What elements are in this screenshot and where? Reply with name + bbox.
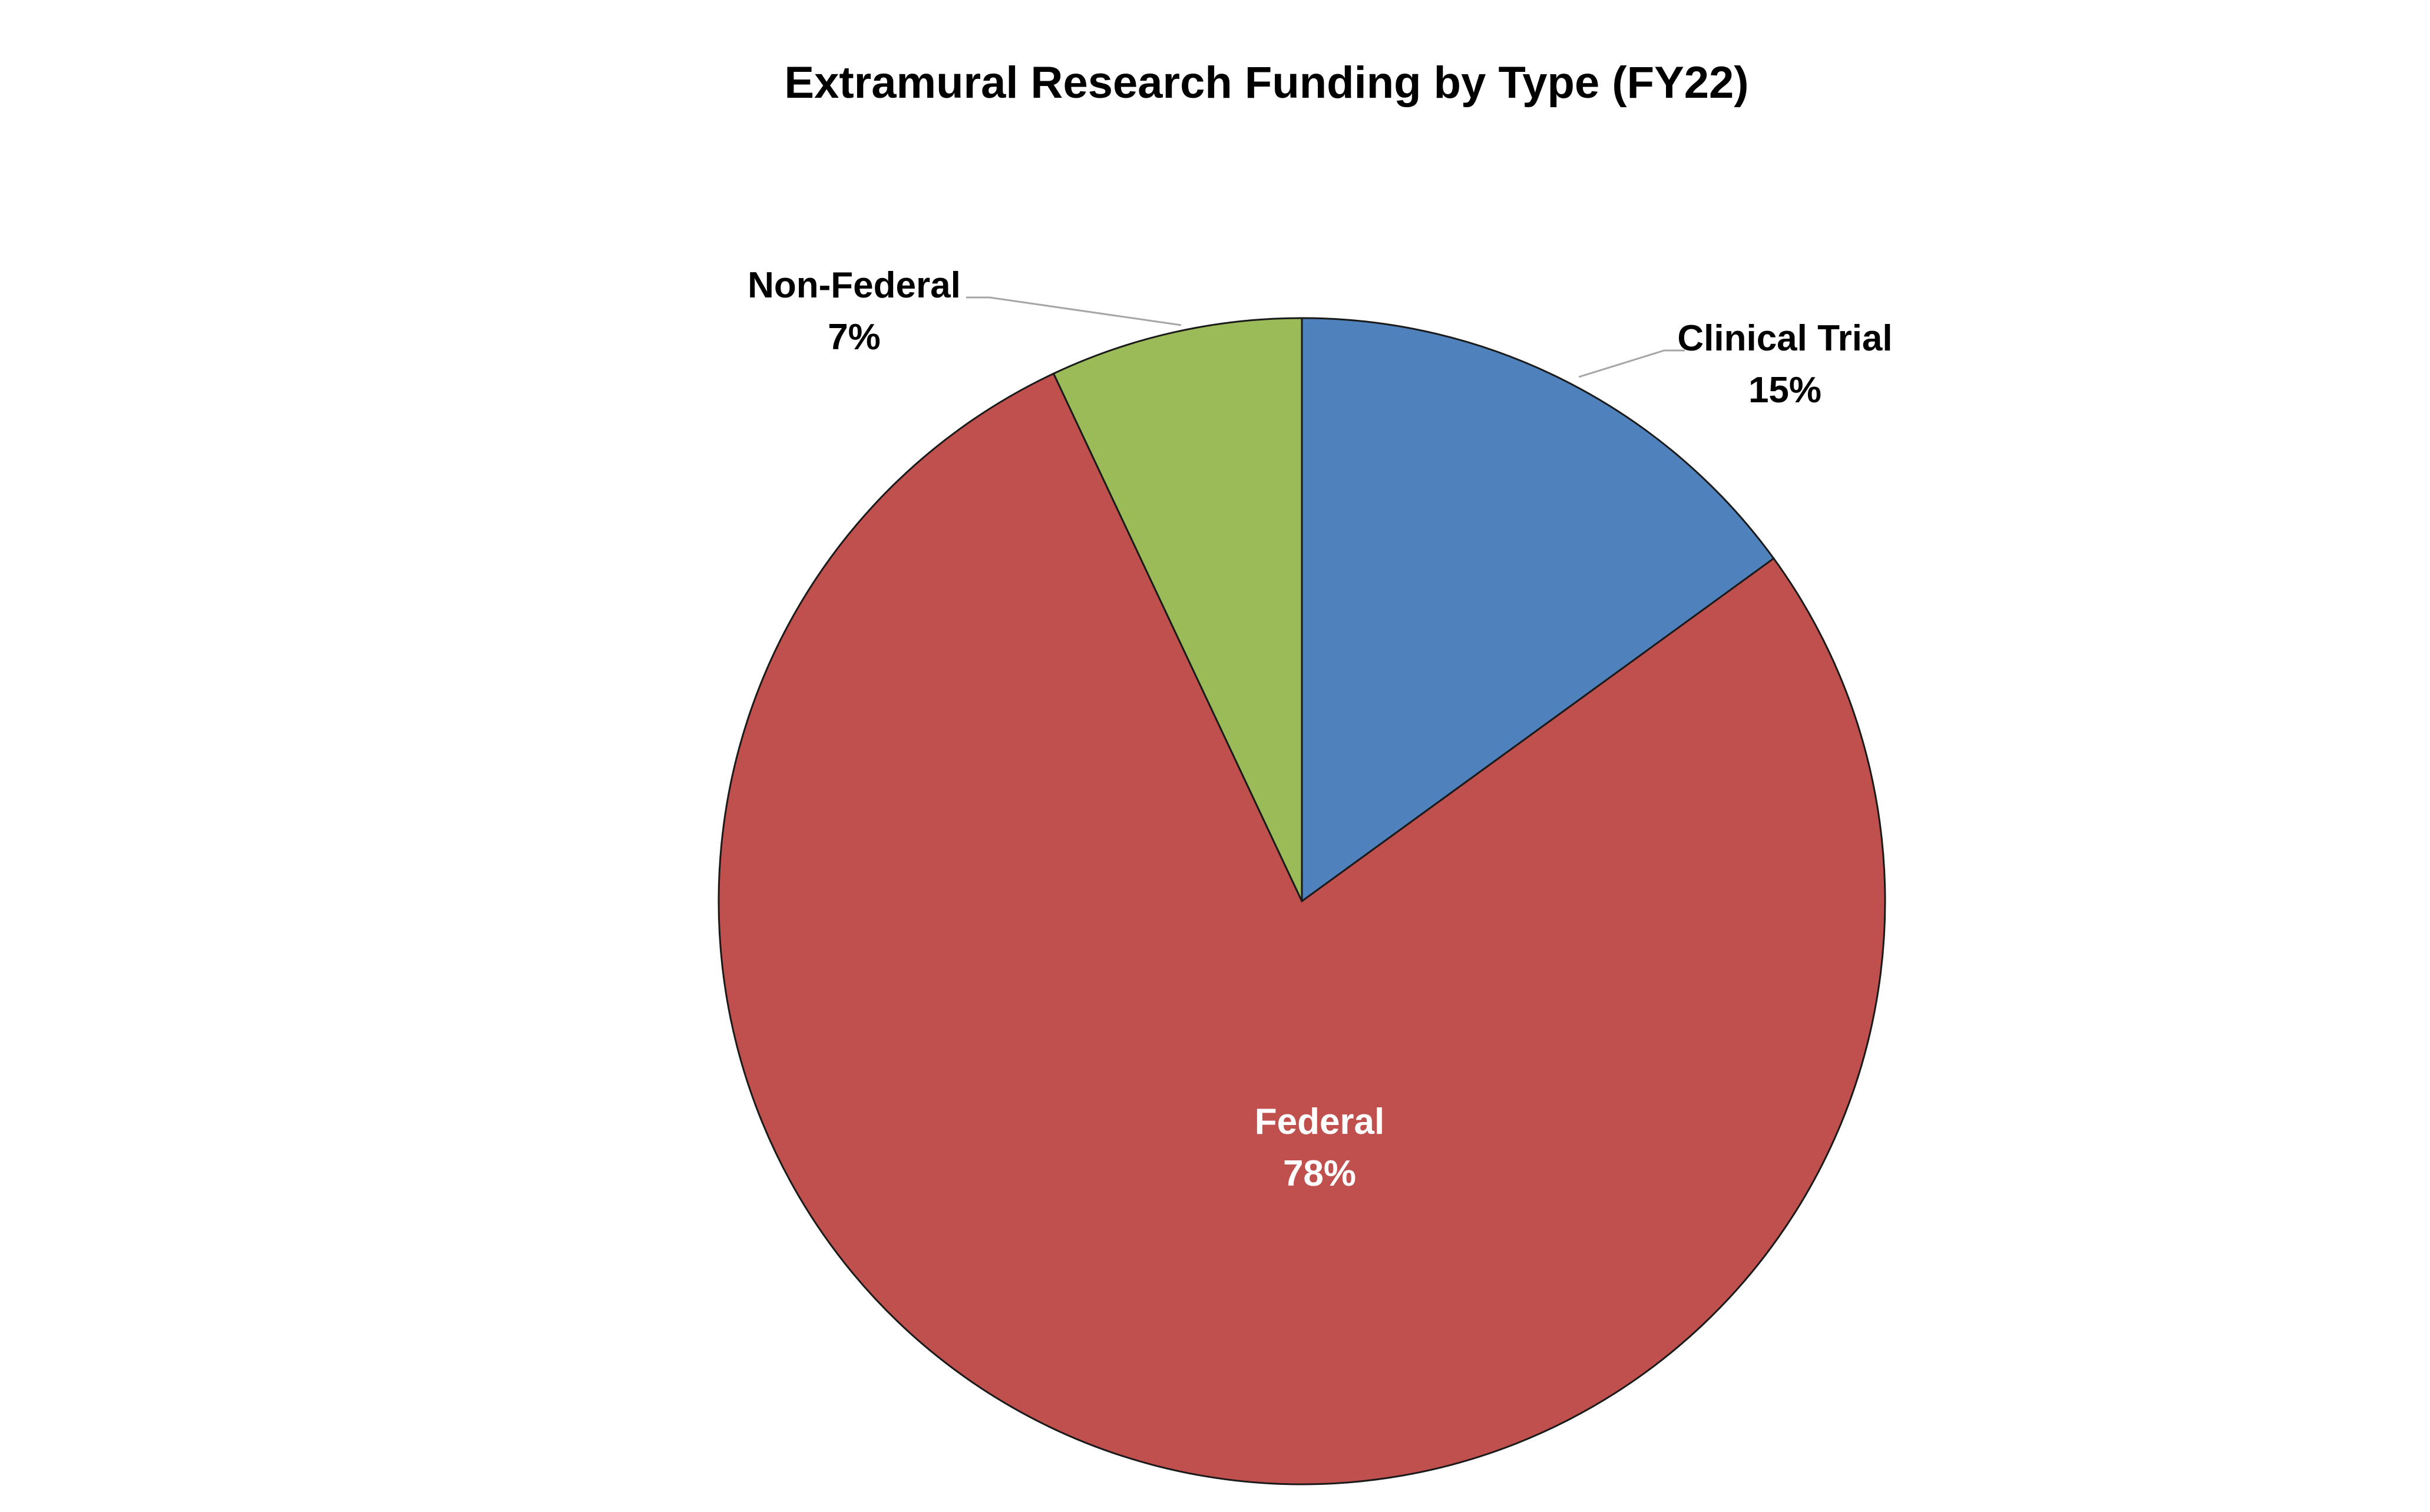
pie-slices: [718, 317, 1886, 1485]
data-labels: Clinical Trial 15% Federal 78% Non-Federal 7%: [748, 265, 1892, 1194]
leader-line-non-federal: [966, 296, 1182, 326]
pie-slice-non-federal: [1052, 317, 1303, 902]
leader-lines: [966, 296, 1685, 378]
chart-title: Extramural Research Funding by Type (FY2…: [784, 58, 1748, 108]
data-label-value-clinical-trial: 15%: [1748, 370, 1821, 411]
leader-line-clinical-trial: [1578, 349, 1685, 378]
data-label-name-clinical-trial: Clinical Trial: [1677, 318, 1892, 359]
data-label-name-federal: Federal: [1255, 1101, 1385, 1142]
pie-slice-clinical-trial: [1301, 317, 1776, 903]
data-label-value-federal: 78%: [1283, 1153, 1356, 1194]
data-label-name-non-federal: Non-Federal: [748, 265, 961, 306]
pie-slice-federal: [718, 372, 1886, 1485]
data-label-value-non-federal: 7%: [828, 317, 881, 358]
